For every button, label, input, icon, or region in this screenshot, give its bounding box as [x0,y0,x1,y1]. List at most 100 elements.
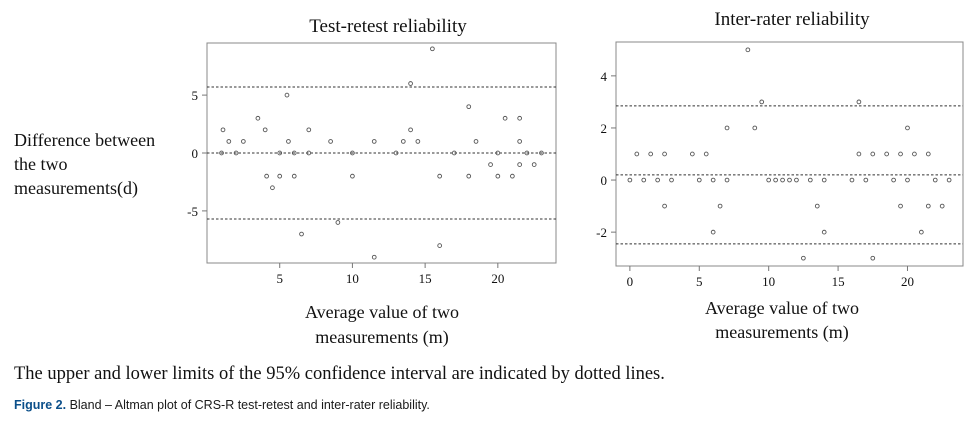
left-data-point [306,127,312,133]
left-data-point [408,81,413,86]
right-data-point [627,177,633,183]
left-y-axis-label-line-2: the two [14,154,68,174]
right-data-point [655,177,660,183]
left-plot-frame [206,42,557,264]
left-data-point [415,139,421,144]
left-y-axis-label: Difference between the two measurements(… [14,130,155,199]
right-data-point [919,229,924,235]
left-data-point [277,150,283,156]
right-data-point [794,177,799,183]
left-x-tick-label: 20 [491,271,504,286]
right-data-point [724,125,730,131]
right-data-point [710,177,716,183]
right-data-point [939,203,945,209]
right-data-point [898,151,903,157]
left-data-point [371,139,377,144]
right-x-tick-label: 15 [832,274,845,289]
right-data-point [766,177,772,183]
left-y-tick-label: 5 [192,88,199,103]
right-data-point [773,177,778,183]
left-x-tick-label: 10 [346,271,359,286]
left-data-point [517,139,522,144]
right-x-axis-label: Average value of two measurements (m) [705,298,859,343]
right-x-tick-label: 10 [762,274,775,289]
left-data-point [262,127,268,133]
left-data-point [524,150,530,156]
left-data-point [430,46,435,52]
right-data-point [724,177,730,183]
inter-rater-panel: Inter-rater reliability 420-2 0 5 10 15 20 A… [596,9,964,343]
left-y-tick-label: -5 [187,204,198,219]
right-data-point [870,151,876,157]
right-data-point [856,151,862,157]
right-data-point [946,177,952,183]
left-data-point [335,220,341,225]
right-data-point [696,177,702,183]
right-x-axis-label-line-1: Average value of two [705,298,859,318]
left-data-point [495,173,501,179]
right-data-point [821,177,827,183]
right-data-point [856,99,862,105]
left-data-point [328,139,333,144]
left-data-point [488,162,493,167]
right-data-point [780,177,785,183]
left-data-point [393,150,399,156]
left-y-ticks: 5 0 -5 [187,88,207,219]
right-x-tick-label: 0 [627,274,634,289]
right-y-tick-label: -2 [596,225,607,240]
left-x-axis-label-line-1: Average value of two [305,302,459,322]
right-data-point [662,203,667,209]
right-data-point [925,151,931,157]
right-data-point [807,177,813,183]
left-data-point [350,150,355,156]
left-data-point [277,173,283,179]
left-data-point [408,127,413,133]
right-y-tick-label: 4 [601,69,608,84]
right-data-point [801,255,806,261]
left-data-point [219,150,224,156]
right-data-point [710,229,716,235]
right-limit-lines [616,105,963,245]
left-y-tick-label: 0 [192,146,199,161]
figure-caption-text: Bland – Altman plot of CRS-R test-retest… [66,398,430,412]
right-data-point [745,47,751,53]
right-data-points [627,47,952,261]
left-data-point [466,173,472,179]
left-data-point [291,173,297,179]
right-data-point [905,177,910,183]
left-data-points [219,46,544,260]
right-data-point [634,151,640,157]
right-plot-frame [615,41,964,267]
left-x-axis-label: Average value of two measurements (m) [305,302,459,348]
right-data-point [814,203,820,209]
right-data-point [703,151,709,157]
left-limit-lines [207,86,556,220]
right-y-ticks: 4 2 0 -2 [596,69,616,240]
left-chart-title: Test-retest reliability [309,16,467,37]
left-data-point [233,150,239,156]
right-data-point [759,99,765,105]
right-data-point [912,151,917,157]
left-y-axis-label-line-1: Difference between [14,130,155,150]
left-data-point [270,185,275,191]
right-chart-title: Inter-rater reliability [714,9,870,30]
left-data-point [437,243,443,248]
left-data-point [286,139,291,144]
left-x-tick-label: 5 [276,271,283,286]
left-x-axis-label-line-2: measurements (m) [315,327,448,348]
right-data-point [905,125,910,131]
left-data-point [473,139,479,144]
right-data-point [641,177,647,183]
test-retest-panel: Test-retest reliability Difference betwe… [14,16,557,348]
right-y-tick-label: 0 [601,173,608,188]
right-data-point [787,177,792,183]
right-data-point [689,151,695,157]
footnote: The upper and lower limits of the 95% co… [14,364,665,384]
left-data-point [284,92,290,98]
left-data-point [400,139,406,144]
right-x-tick-label: 5 [696,274,703,289]
left-data-point [517,115,522,121]
right-y-tick-label: 2 [601,121,608,136]
right-data-point [752,125,758,131]
